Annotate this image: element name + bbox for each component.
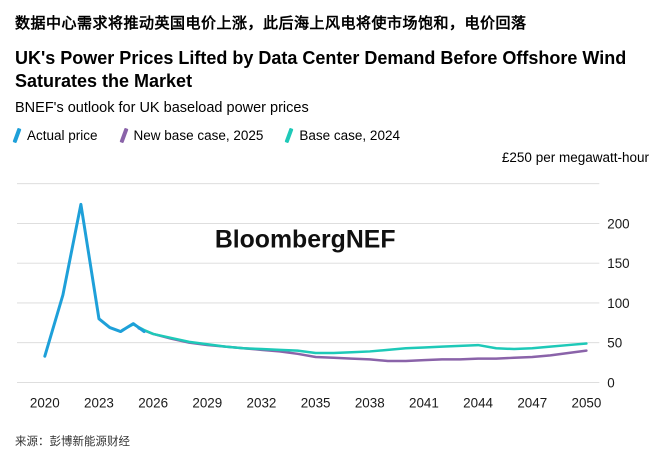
y-tick-label: 100: [607, 296, 629, 311]
series-line-base-case-2024: [121, 322, 588, 355]
x-tick-label: 2038: [355, 395, 385, 410]
bloombergnef-watermark: BloombergNEF: [215, 226, 396, 253]
legend-item-actual-price: Actual price: [12, 127, 98, 144]
x-tick-label: 2026: [138, 395, 168, 410]
x-tick-label: 2029: [192, 395, 222, 410]
x-tick-label: 2023: [84, 395, 114, 410]
legend-label: Base case, 2024: [299, 127, 400, 143]
legend-slash: [284, 127, 294, 144]
legend-item-base-case-2024: Base case, 2024: [284, 127, 400, 144]
x-tick-label: 2035: [301, 395, 331, 410]
x-tick-label: 2041: [409, 395, 439, 410]
legend-slash: [119, 127, 128, 144]
price-chart: 200 150 100 50 0 2020 2023 2026 2029 2032 2035 2038…: [16, 182, 630, 410]
y-tick-label: 0: [607, 375, 614, 390]
chart-subtitle: BNEF's outlook for UK baseload power pri…: [15, 99, 309, 116]
legend-label: Actual price: [27, 127, 98, 143]
y-tick-label: 200: [607, 216, 629, 231]
chart-title: UK's Power Prices Lifted by Data Center …: [15, 48, 627, 92]
x-tick-label: 2047: [517, 395, 547, 410]
legend-slash: [12, 127, 22, 144]
x-tick-label: 2044: [463, 395, 493, 410]
series-line-actual-price: [43, 202, 146, 358]
x-tick-label: 2020: [30, 395, 60, 410]
legend-item-new-base-case: New base case, 2025: [119, 127, 264, 144]
y-tick-label: 50: [607, 335, 622, 350]
y-axis-unit-label: £250 per megawatt-hour: [501, 149, 649, 165]
legend-label: New base case, 2025: [133, 127, 264, 143]
x-tick-label: 2050: [571, 395, 601, 410]
chinese-headline: 数据中心需求将推动英国电价上涨，此后海上风电将使市场饱和，电价回落: [15, 15, 527, 32]
x-tick-label: 2032: [247, 395, 277, 410]
chart-legend: Actual price New base case, 2025 Base ca…: [12, 127, 651, 144]
y-tick-label: 150: [607, 256, 629, 271]
source-attribution: 来源：彭博新能源财经: [15, 435, 130, 448]
